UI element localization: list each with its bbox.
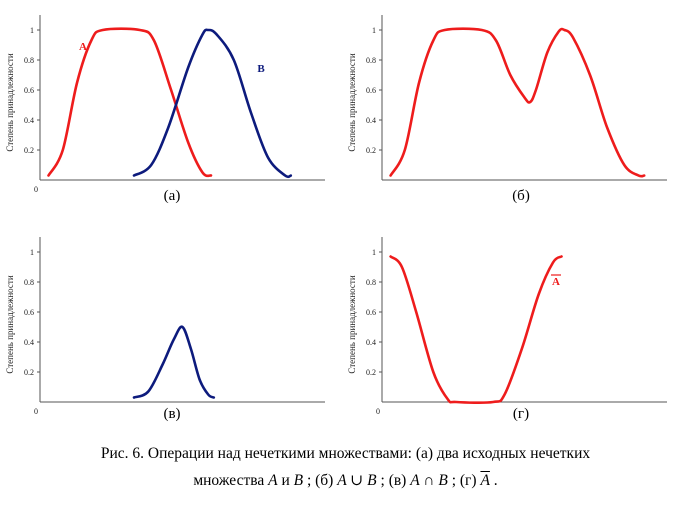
caption-line-1: Рис. 6. Операции над нечеткими множества… — [100, 445, 591, 462]
caption-intersection: A ∩ B — [410, 472, 448, 489]
series-line-a-0 — [47, 27, 213, 178]
y-tick-label-d: 1 — [372, 248, 376, 257]
series-line-c-0 — [132, 325, 216, 399]
caption-line-2: множества A и B ; (б) A ∪ B ; (в) A ∩ B … — [0, 467, 691, 494]
caption-complement: A — [480, 472, 490, 489]
panel-label-b: (б) — [512, 188, 530, 204]
y-tick-label-c: 0.6 — [24, 308, 34, 317]
figure-caption: Рис. 6. Операции над нечеткими множества… — [0, 440, 691, 494]
y-tick-label-b: 1 — [372, 26, 376, 35]
y-tick-label-b: 0.8 — [366, 56, 376, 65]
panel-label-a: (а) — [164, 188, 181, 204]
series-line-a-1 — [132, 28, 293, 179]
y-tick-label-c: 0.8 — [24, 278, 34, 287]
y-axis-label-a: Степень принадлежности — [5, 53, 15, 151]
caption-text: ; (в) — [380, 472, 411, 489]
y-axis-label-b: Степень принадлежности — [347, 53, 357, 151]
y-tick-label-d: 0.8 — [366, 278, 376, 287]
series-line-b-0 — [389, 27, 646, 178]
origin-label-d: 0 — [376, 407, 380, 416]
series-label-a-0: A — [79, 41, 87, 53]
series-line-d-0 — [389, 255, 563, 405]
figure-panels: 0.2 0.4 0.6 0.8 1 0 Степень принадлежности A B (а… — [5, 15, 667, 422]
y-tick-label-a: 0.8 — [24, 56, 34, 65]
y-tick-label-c: 0.2 — [24, 368, 34, 377]
y-tick-label-d: 0.2 — [366, 368, 376, 377]
panel-label-d: (г) — [513, 406, 529, 422]
y-tick-label-c: 1 — [30, 248, 34, 257]
caption-set-b: B — [293, 472, 304, 489]
y-tick-label-b: 0.6 — [366, 86, 376, 95]
y-tick-label-a: 0.6 — [24, 86, 34, 95]
caption-text: ; (г) — [451, 472, 481, 489]
caption-text: множества — [193, 472, 269, 489]
caption-set-a: A — [268, 472, 278, 489]
y-tick-label-b: 0.2 — [366, 146, 376, 155]
series-label-d-0: A — [552, 276, 560, 288]
y-axis-label-c: Степень принадлежности — [5, 275, 15, 373]
caption-text: и — [281, 472, 294, 489]
panel-label-c: (в) — [163, 406, 180, 422]
y-axis-label-d: Степень принадлежности — [347, 275, 357, 373]
y-tick-label-c: 0.4 — [24, 338, 34, 347]
origin-label-c: 0 — [34, 407, 38, 416]
y-tick-label-a: 0.2 — [24, 146, 34, 155]
y-tick-label-d: 0.4 — [366, 338, 376, 347]
y-tick-label-b: 0.4 — [366, 116, 376, 125]
origin-label-a: 0 — [34, 185, 38, 194]
caption-union: A ∪ B — [337, 472, 377, 489]
y-tick-label-a: 0.4 — [24, 116, 34, 125]
series-label-a-1: B — [257, 63, 265, 75]
y-tick-label-a: 1 — [30, 26, 34, 35]
caption-text: ; (б) — [306, 472, 338, 489]
caption-text: . — [493, 472, 498, 489]
y-tick-label-d: 0.6 — [366, 308, 376, 317]
